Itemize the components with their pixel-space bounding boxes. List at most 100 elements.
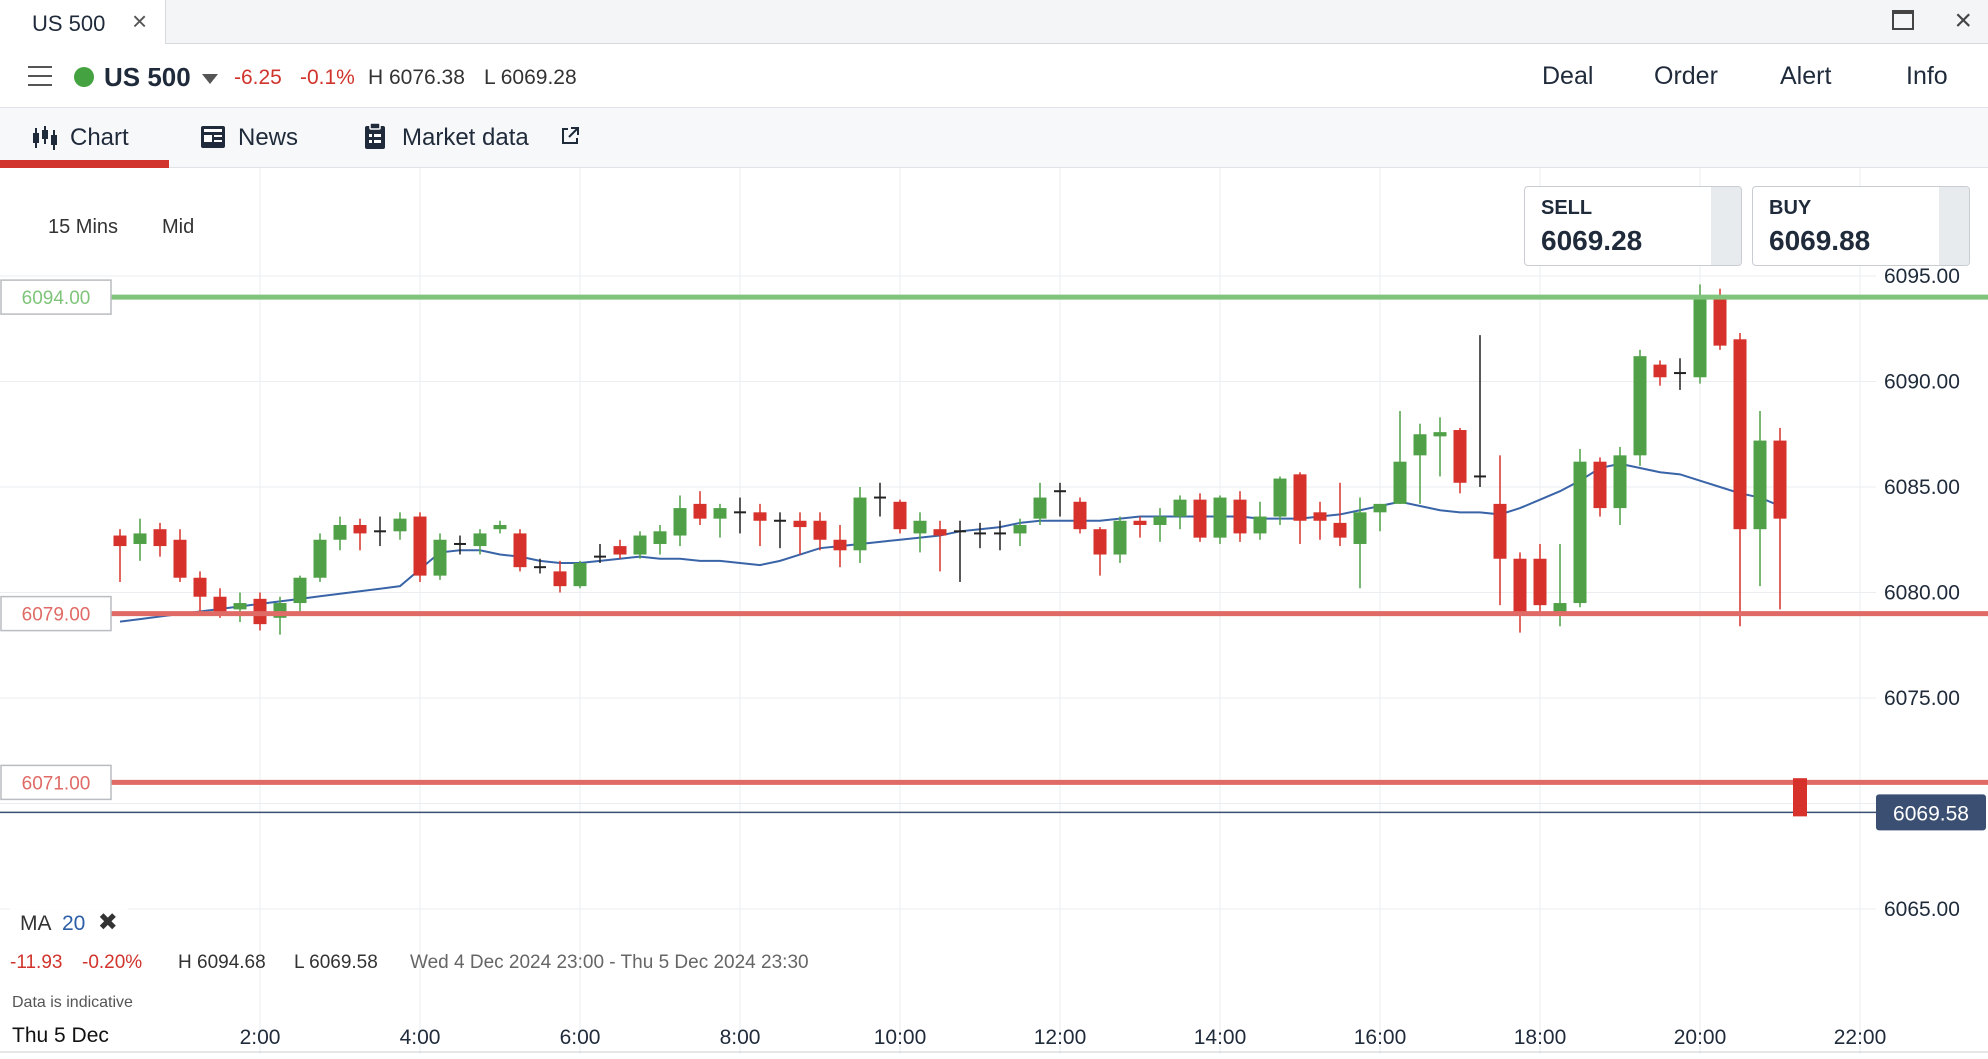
- y-tick-label: 6065.00: [1884, 898, 1960, 921]
- candle-body: [433, 539, 447, 576]
- candle: [1054, 482, 1066, 517]
- period-range: Wed 4 Dec 2024 23:00 - Thu 5 Dec 2024 23…: [410, 952, 809, 973]
- menu-icon[interactable]: [28, 66, 52, 86]
- candle-body: [1533, 558, 1547, 606]
- current-price-label: 6069.58: [1893, 802, 1969, 825]
- candle: [1153, 508, 1167, 542]
- candle: [353, 518, 367, 551]
- candle-body: [1093, 529, 1107, 555]
- candle: [1173, 495, 1187, 530]
- candle-body: [1033, 497, 1047, 519]
- candle-body: [473, 533, 487, 547]
- instrument-name[interactable]: US 500: [104, 62, 191, 92]
- sell-button[interactable]: SELL 6069.28: [1524, 186, 1742, 266]
- candle-body: [1753, 440, 1767, 530]
- candle-body: [193, 577, 207, 597]
- timeframe-selector[interactable]: 15 Mins: [48, 216, 119, 238]
- period-change: -11.93: [10, 952, 63, 973]
- close-tab-icon[interactable]: ×: [132, 6, 148, 36]
- price-chart[interactable]: 6094.00 6079.00 6071.00 6095.00 6090.00 6085…: [0, 168, 1988, 1054]
- candle-body: [213, 596, 227, 612]
- indicator-name: MA: [20, 912, 52, 935]
- candle-body: [1713, 297, 1727, 346]
- close-window-icon[interactable]: ×: [1954, 4, 1972, 37]
- period-change-pct: -0.20%: [82, 952, 143, 973]
- tab-market-data[interactable]: Market data: [364, 108, 584, 168]
- candle: [1453, 427, 1467, 494]
- candle: [433, 533, 447, 580]
- candle: [1474, 335, 1486, 487]
- price-level: 6071.00: [0, 764, 1988, 801]
- candle-body: [693, 503, 707, 519]
- candle-body: [1453, 430, 1467, 483]
- candle-body: [1073, 501, 1087, 530]
- tab-chart[interactable]: Chart: [0, 108, 169, 168]
- candle: [193, 571, 207, 614]
- candle-body: [113, 535, 127, 547]
- candle-body: [333, 524, 347, 540]
- candle-body: [1153, 516, 1167, 525]
- caret-down-icon[interactable]: [202, 74, 218, 84]
- candle: [313, 533, 327, 582]
- candle: [1193, 493, 1207, 542]
- candle-body: [393, 518, 407, 532]
- candle-body: [173, 539, 187, 578]
- candle-body: [553, 571, 567, 587]
- sell-price: 6069.28: [1541, 225, 1643, 256]
- candle-body: [1013, 524, 1027, 534]
- candle: [1773, 427, 1787, 610]
- deal-button[interactable]: Deal: [1542, 62, 1594, 90]
- price-level-label: 6094.00: [22, 288, 91, 309]
- candle-body: [153, 529, 167, 547]
- buy-label: BUY: [1769, 197, 1812, 219]
- candle-body: [893, 501, 907, 530]
- buy-price: 6069.88: [1769, 225, 1871, 256]
- instrument-change: -6.25: [234, 66, 282, 89]
- market-status-dot: [74, 67, 94, 87]
- candle: [793, 512, 807, 555]
- candle: [1493, 455, 1507, 606]
- candle: [1533, 543, 1547, 616]
- buy-button[interactable]: BUY 6069.88: [1752, 186, 1970, 266]
- candle-body: [1773, 440, 1787, 519]
- info-button[interactable]: Info: [1906, 62, 1948, 90]
- tab-news[interactable]: News: [196, 108, 316, 168]
- candle-body: [853, 497, 867, 551]
- candle: [1093, 527, 1107, 576]
- price-type-selector[interactable]: Mid: [162, 216, 195, 238]
- x-tick-label: 16:00: [1354, 1026, 1407, 1049]
- candle: [594, 543, 606, 563]
- candle: [1653, 360, 1667, 386]
- order-button[interactable]: Order: [1654, 62, 1718, 90]
- candle-body: [1273, 478, 1287, 517]
- candle-body: [133, 533, 147, 544]
- maximize-icon[interactable]: [1892, 10, 1914, 30]
- price-level: 6079.00: [0, 595, 1988, 632]
- alert-button[interactable]: Alert: [1780, 62, 1832, 90]
- candle: [1033, 482, 1047, 525]
- candle-body: [293, 577, 307, 604]
- candle-body: [513, 533, 527, 568]
- candle: [833, 524, 847, 568]
- candle-body: [1353, 512, 1367, 544]
- x-tick-label: 20:00: [1674, 1026, 1727, 1049]
- candle: [454, 535, 466, 555]
- candle: [534, 558, 546, 574]
- candle: [1213, 495, 1227, 544]
- candle: [1253, 501, 1267, 540]
- candle-body: [573, 562, 587, 587]
- chart-area[interactable]: 6094.00 6079.00 6071.00 6095.00 6090.00 6085…: [0, 168, 1988, 1054]
- candle: [974, 522, 986, 549]
- instrument-header: US 500 -6.25 -0.1% H 6076.38 L 6069.28 D…: [0, 44, 1988, 108]
- candle: [1613, 446, 1627, 525]
- x-tick-label: 8:00: [720, 1026, 761, 1049]
- x-tick-label: 22:00: [1834, 1026, 1887, 1049]
- candle: [893, 499, 907, 534]
- price-levels: 6094.00 6079.00 6071.00: [0, 279, 1988, 801]
- x-tick-label: 4:00: [400, 1026, 441, 1049]
- candle: [813, 512, 827, 551]
- indicator-period[interactable]: 20: [61, 912, 86, 935]
- candle-body: [1653, 364, 1667, 378]
- remove-indicator-icon[interactable]: ✖: [97, 909, 118, 936]
- window-tab[interactable]: US 500 ×: [0, 0, 166, 45]
